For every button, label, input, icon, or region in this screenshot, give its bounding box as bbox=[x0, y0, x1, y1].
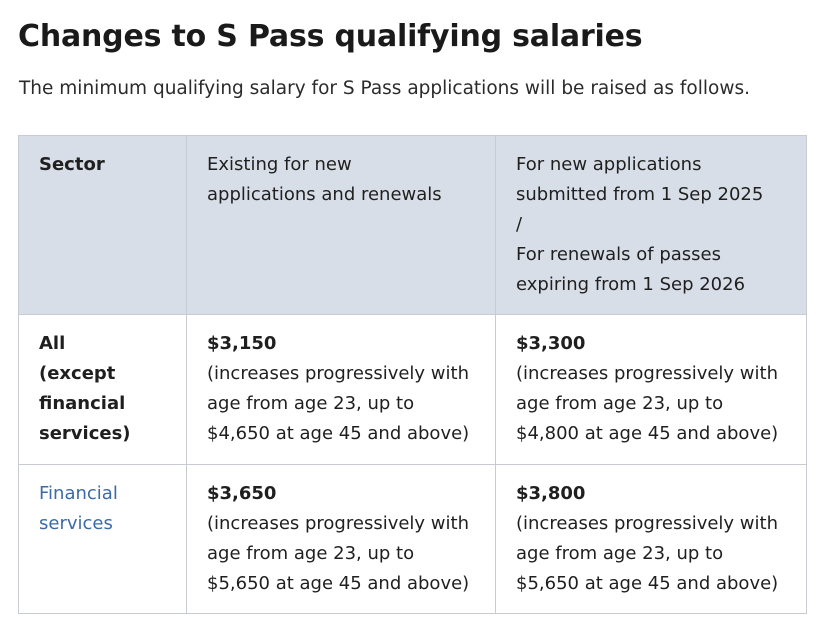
salary-note-line: age from age 23, up to bbox=[516, 543, 724, 564]
sector-name-line: services) bbox=[39, 423, 131, 444]
header-new: For new applications submitted from 1 Se… bbox=[495, 135, 807, 315]
header-new-line: For renewals of passes bbox=[516, 244, 721, 265]
salary-note-line: (increases progressively with bbox=[516, 513, 778, 534]
salary-amount: $3,800 bbox=[516, 483, 586, 504]
salary-table: Sector Existing for new applications and… bbox=[18, 135, 807, 614]
salary-amount: $3,300 bbox=[516, 333, 586, 354]
header-sector-label: Sector bbox=[39, 154, 105, 175]
sector-name-line: (except bbox=[39, 363, 116, 384]
header-new-line: expiring from 1 Sep 2026 bbox=[516, 274, 746, 295]
table-header-row: Sector Existing for new applications and… bbox=[18, 135, 807, 315]
intro-text: The minimum qualifying salary for S Pass… bbox=[19, 78, 750, 99]
sector-cell: All (except financial services) bbox=[18, 314, 187, 465]
salary-note-line: age from age 23, up to bbox=[516, 393, 724, 414]
new-salary-cell: $3,300 (increases progressively with age… bbox=[495, 314, 807, 465]
sector-cell: Financial services bbox=[18, 464, 187, 614]
financial-services-link[interactable]: services bbox=[39, 513, 113, 534]
salary-note-line: age from age 23, up to bbox=[207, 543, 415, 564]
header-new-line: For new applications bbox=[516, 154, 702, 175]
header-existing-line: Existing for new bbox=[207, 154, 352, 175]
sector-name-line: financial bbox=[39, 393, 126, 414]
table-row: Financial services $3,650 (increases pro… bbox=[18, 464, 807, 614]
financial-services-link[interactable]: Financial bbox=[39, 483, 118, 504]
existing-salary-cell: $3,650 (increases progressively with age… bbox=[186, 464, 496, 614]
salary-note-line: $5,650 at age 45 and above) bbox=[516, 573, 779, 594]
salary-note-line: $4,650 at age 45 and above) bbox=[207, 423, 470, 444]
salary-note-line: (increases progressively with bbox=[516, 363, 778, 384]
sector-name-line: All bbox=[39, 333, 66, 354]
salary-note-line: $5,650 at age 45 and above) bbox=[207, 573, 470, 594]
salary-amount: $3,150 bbox=[207, 333, 277, 354]
header-existing-line: applications and renewals bbox=[207, 184, 442, 205]
existing-salary-cell: $3,150 (increases progressively with age… bbox=[186, 314, 496, 465]
table-row: All (except financial services) $3,150 (… bbox=[18, 314, 807, 465]
salary-note-line: $4,800 at age 45 and above) bbox=[516, 423, 779, 444]
salary-note-line: (increases progressively with bbox=[207, 363, 469, 384]
salary-note-line: age from age 23, up to bbox=[207, 393, 415, 414]
new-salary-cell: $3,800 (increases progressively with age… bbox=[495, 464, 807, 614]
page-title: Changes to S Pass qualifying salaries bbox=[18, 19, 643, 54]
salary-amount: $3,650 bbox=[207, 483, 277, 504]
header-existing: Existing for new applications and renewa… bbox=[186, 135, 496, 315]
table-header: Sector Existing for new applications and… bbox=[18, 135, 807, 315]
header-new-line: submitted from 1 Sep 2025 bbox=[516, 184, 764, 205]
header-sector: Sector bbox=[18, 135, 187, 315]
salary-note-line: (increases progressively with bbox=[207, 513, 469, 534]
header-new-line: / bbox=[516, 214, 523, 235]
